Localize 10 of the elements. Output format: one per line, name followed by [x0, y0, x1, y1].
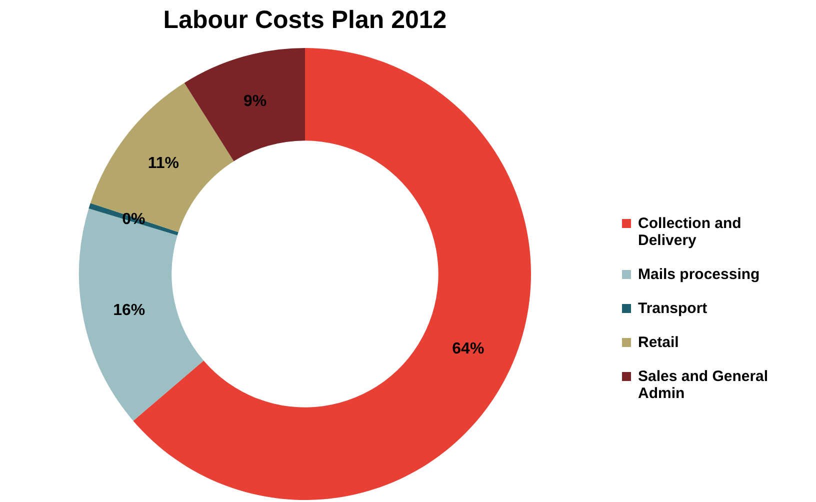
legend-label: Collection and Delivery [638, 215, 742, 249]
data-label: 9% [244, 92, 267, 110]
legend-label: Sales and General Admin [638, 368, 770, 402]
data-label: 11% [148, 154, 180, 172]
chart-title: Labour Costs Plan 2012 [163, 6, 447, 34]
legend-label: Mails processing [638, 266, 760, 283]
data-label: 16% [113, 302, 146, 320]
legend-label: Transport [638, 300, 708, 317]
legend-label: Retail [638, 334, 679, 351]
data-label: 64% [452, 340, 484, 358]
